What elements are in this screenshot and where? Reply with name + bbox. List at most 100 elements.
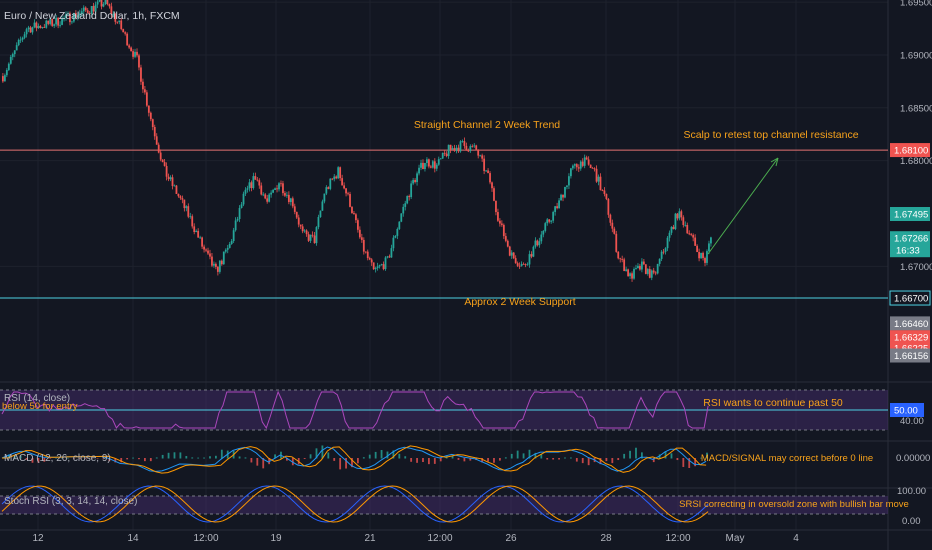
candle-body[interactable] <box>167 176 170 180</box>
candle-body[interactable] <box>680 211 683 218</box>
candle-body[interactable] <box>144 89 146 93</box>
candle-body[interactable] <box>676 213 679 219</box>
candle-body[interactable] <box>3 75 6 82</box>
candle-body[interactable] <box>690 234 693 236</box>
candle-body[interactable] <box>581 161 584 166</box>
candle-body[interactable] <box>136 51 138 56</box>
candle-body[interactable] <box>175 185 178 194</box>
candle-body[interactable] <box>666 237 669 249</box>
candle-body[interactable] <box>510 252 513 256</box>
candle-body[interactable] <box>343 185 345 189</box>
candle-body[interactable] <box>390 248 393 258</box>
candle-body[interactable] <box>260 185 263 195</box>
candle-body[interactable] <box>329 178 332 189</box>
candle-body[interactable] <box>433 161 436 169</box>
candle-body[interactable] <box>392 237 395 249</box>
candle-body[interactable] <box>642 261 645 265</box>
candle-body[interactable] <box>595 168 598 182</box>
candle-body[interactable] <box>153 127 156 137</box>
candle-body[interactable] <box>90 6 93 14</box>
candle-body[interactable] <box>147 105 150 113</box>
candle-body[interactable] <box>61 18 63 25</box>
candle-body[interactable] <box>538 241 541 246</box>
candle-body[interactable] <box>165 165 168 177</box>
candle-body[interactable] <box>78 13 81 16</box>
candle-body[interactable] <box>173 185 176 187</box>
candle-body[interactable] <box>412 180 415 184</box>
candle-body[interactable] <box>49 19 52 24</box>
candle-body[interactable] <box>546 219 549 224</box>
candle-body[interactable] <box>508 246 511 256</box>
candle-body[interactable] <box>203 246 205 250</box>
candle-body[interactable] <box>355 214 357 221</box>
candle-body[interactable] <box>670 226 673 233</box>
candle-body[interactable] <box>652 270 655 273</box>
signal-line[interactable] <box>2 445 707 474</box>
rsi-pane[interactable]: RSI (14, close)below 50 for entry RSI wan… <box>0 389 924 431</box>
candle-body[interactable] <box>21 37 24 40</box>
candle-body[interactable] <box>648 269 651 278</box>
candle-body[interactable] <box>540 234 543 242</box>
candle-body[interactable] <box>597 176 600 182</box>
candle-body[interactable] <box>664 248 667 252</box>
candle-body[interactable] <box>593 168 596 170</box>
candle-body[interactable] <box>469 146 472 152</box>
candle-body[interactable] <box>416 173 418 183</box>
candle-body[interactable] <box>445 153 448 157</box>
candle-body[interactable] <box>126 33 129 46</box>
price-tag[interactable] <box>890 348 930 363</box>
candle-body[interactable] <box>370 259 373 263</box>
candle-body[interactable] <box>2 76 4 82</box>
candle-body[interactable] <box>238 207 241 219</box>
candle-body[interactable] <box>325 187 328 194</box>
candle-body[interactable] <box>524 264 527 265</box>
candle-body[interactable] <box>258 180 261 186</box>
candle-body[interactable] <box>122 29 125 33</box>
candle-body[interactable] <box>197 230 200 238</box>
candle-body[interactable] <box>280 183 282 185</box>
candle-body[interactable] <box>102 4 105 7</box>
candle-body[interactable] <box>376 266 379 269</box>
candle-body[interactable] <box>414 180 416 183</box>
candle-body[interactable] <box>534 240 537 247</box>
candle-body[interactable] <box>571 165 574 169</box>
candle-body[interactable] <box>57 17 60 26</box>
candle-body[interactable] <box>575 164 578 168</box>
candle-body[interactable] <box>708 243 710 252</box>
candle-body[interactable] <box>629 273 631 277</box>
candle-body[interactable] <box>211 256 213 266</box>
candle-body[interactable] <box>17 39 20 46</box>
candle-body[interactable] <box>5 69 8 76</box>
candle-body[interactable] <box>558 200 560 209</box>
candle-body[interactable] <box>564 186 566 198</box>
resistance-price-tag[interactable] <box>890 143 930 158</box>
candle-body[interactable] <box>475 145 478 150</box>
candle-body[interactable] <box>268 194 271 202</box>
candle-body[interactable] <box>656 263 659 274</box>
candle-body[interactable] <box>25 29 28 35</box>
candle-body[interactable] <box>222 251 225 265</box>
candle-body[interactable] <box>88 12 91 14</box>
macd-line[interactable] <box>1 446 707 472</box>
candle-body[interactable] <box>605 193 608 199</box>
price-axis[interactable]: 1.69500 1.69000 1.68500 1.68000 1.67000 1.681… <box>889 0 932 363</box>
candle-body[interactable] <box>459 141 462 152</box>
candle-body[interactable] <box>394 235 397 238</box>
candle-body[interactable] <box>104 0 107 5</box>
candle-body[interactable] <box>287 194 290 203</box>
candle-body[interactable] <box>682 217 685 226</box>
candle-body[interactable] <box>250 182 253 189</box>
candle-body[interactable] <box>477 149 480 156</box>
candle-body[interactable] <box>65 14 67 19</box>
candle-body[interactable] <box>29 27 32 33</box>
candle-body[interactable] <box>266 198 269 202</box>
candle-body[interactable] <box>76 15 79 18</box>
candle-body[interactable] <box>183 199 186 209</box>
candle-body[interactable] <box>256 179 259 181</box>
candle-body[interactable] <box>599 176 602 191</box>
candle-body[interactable] <box>364 251 367 253</box>
candle-body[interactable] <box>609 214 612 223</box>
candle-body[interactable] <box>289 198 292 203</box>
support-price-tag[interactable] <box>889 290 931 306</box>
candle-body[interactable] <box>548 219 551 222</box>
